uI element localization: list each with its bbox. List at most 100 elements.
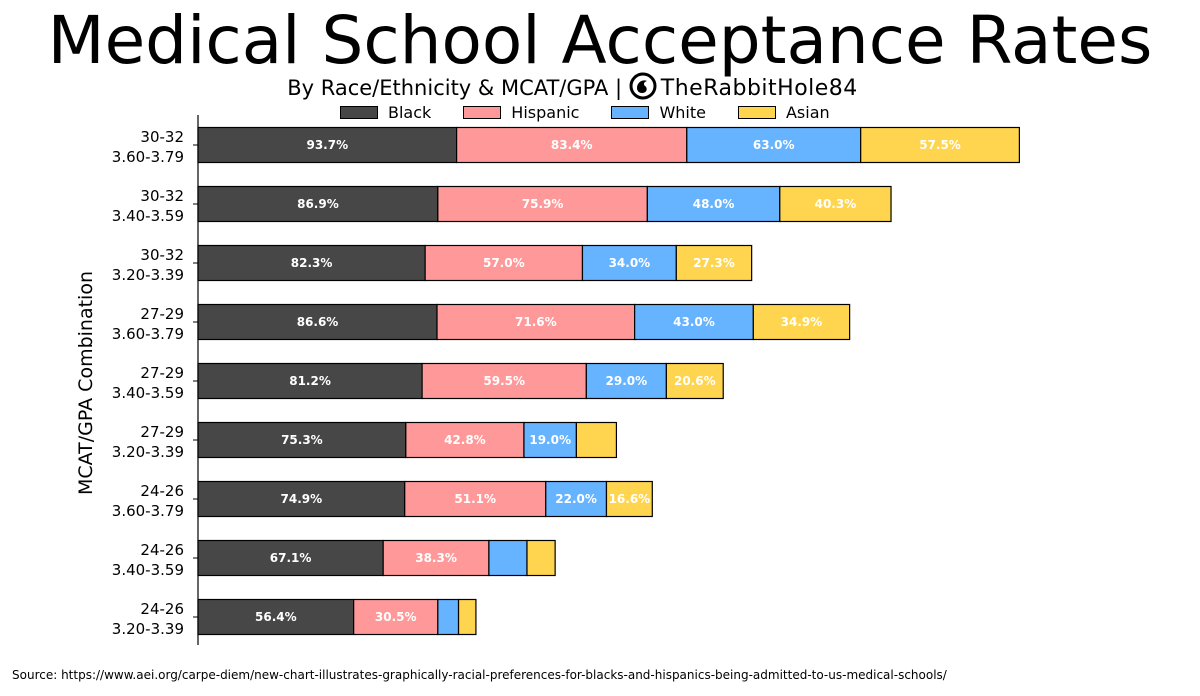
y-tick-label: 27-29 [140, 364, 184, 382]
y-tick-label: 3.40-3.59 [112, 207, 184, 225]
legend-label: Asian [785, 102, 830, 122]
bar-asian [860, 126, 1020, 164]
bar-asian [675, 244, 753, 282]
bar-hispanic [456, 126, 688, 164]
data-label: 81.2% [289, 374, 331, 388]
author-handle: TheRabbitHole84 [660, 76, 858, 101]
bar-black [197, 126, 458, 164]
legend-item-hispanic: Hispanic [463, 103, 579, 122]
y-tick-label: 27-29 [140, 305, 184, 323]
data-label: 30.5% [375, 610, 417, 624]
data-label: 74.9% [281, 492, 323, 506]
bar-asian [665, 362, 724, 400]
data-label: 20.6% [674, 374, 716, 388]
data-label: 38.3% [415, 551, 457, 565]
bar-white [545, 480, 608, 518]
data-label: 34.9% [781, 315, 823, 329]
data-label: 93.7% [306, 138, 348, 152]
legend-swatch-asian [737, 105, 776, 119]
data-label: 63.0% [753, 138, 795, 152]
data-label: 57.0% [483, 256, 525, 270]
bar-asian [605, 480, 653, 518]
legend-swatch-black [340, 105, 378, 119]
data-label: 56.4% [255, 610, 297, 624]
bar-white [646, 185, 781, 223]
bar-white [686, 126, 862, 164]
data-label: 86.9% [297, 197, 339, 211]
bar-asian [752, 303, 851, 341]
legend-swatch-hispanic [463, 105, 502, 119]
data-label: 29.0% [606, 374, 648, 388]
y-tick-label: 3.40-3.59 [112, 561, 184, 579]
y-tick-label: 3.20-3.39 [112, 443, 184, 461]
bar-hispanic [404, 480, 547, 518]
bar-asian [779, 185, 892, 223]
bar-black [197, 303, 438, 341]
data-label: 51.1% [454, 492, 496, 506]
data-label: 27.3% [693, 256, 735, 270]
bar-hispanic [424, 244, 584, 282]
bar-asian [457, 598, 477, 636]
chart-title: Medical School Acceptance Rates [47, 2, 1153, 79]
chart-plot: 30-32 3.60-3.79 93.7% 83.4% 63.0% 57.5% 30-32 3… [112, 115, 1020, 645]
bar-hispanic [437, 185, 648, 223]
y-tick-label: 30-32 [140, 187, 184, 205]
data-label: 43.0% [673, 315, 715, 329]
rabbit-logo-icon [629, 72, 657, 108]
data-label: 75.3% [281, 433, 323, 447]
data-label: 42.8% [444, 433, 486, 447]
legend-item-white: White [611, 103, 706, 122]
data-label: 40.3% [815, 197, 857, 211]
data-label: 59.5% [483, 374, 525, 388]
bar-hispanic [382, 539, 490, 577]
bar-white [581, 244, 677, 282]
chart-subtitle: By Race/Ethnicity & MCAT/GPA | [287, 76, 623, 100]
bar-black [197, 362, 423, 400]
y-tick-label: 24-26 [140, 482, 184, 500]
y-tick-label: 30-32 [140, 246, 184, 264]
y-tick-label: 24-26 [140, 600, 184, 618]
data-label: 67.1% [270, 551, 312, 565]
legend-label: Black [388, 102, 432, 122]
bar-white [488, 539, 528, 577]
bar-black [197, 244, 426, 282]
y-tick-label: 3.20-3.39 [112, 620, 184, 638]
legend-item-asian: Asian [737, 102, 830, 122]
legend-swatch-white [611, 105, 650, 119]
y-tick-label: 3.60-3.79 [112, 502, 184, 520]
data-label: 86.6% [297, 315, 339, 329]
data-label: 71.6% [515, 315, 557, 329]
legend-item-black: Black [340, 103, 431, 122]
bar-asian [526, 539, 556, 577]
bar-hispanic [436, 303, 636, 341]
bar-hispanic [405, 421, 525, 459]
subtitle-row: By Race/Ethnicity & MCAT/GPA | TheRabbit… [0, 72, 1145, 108]
y-tick-label: 3.60-3.79 [112, 148, 184, 166]
y-tick-label: 3.60-3.79 [112, 325, 184, 343]
y-tick-label: 3.20-3.39 [112, 266, 184, 284]
data-label: 83.4% [551, 138, 593, 152]
bar-white [523, 421, 577, 459]
y-tick-label: 24-26 [140, 541, 184, 559]
data-label: 22.0% [555, 492, 597, 506]
bar-white [437, 598, 460, 636]
legend-label: White [659, 102, 706, 122]
bar-hispanic [421, 362, 587, 400]
bar-white [585, 362, 667, 400]
data-label: 34.0% [609, 256, 651, 270]
y-tick-label: 27-29 [140, 423, 184, 441]
data-label: 57.5% [919, 138, 961, 152]
data-label: 16.6% [609, 492, 651, 506]
bar-black [197, 421, 407, 459]
y-tick-label: 30-32 [140, 128, 184, 146]
data-label: 75.9% [522, 197, 564, 211]
bar-black [197, 480, 406, 518]
legend: Black Hispanic White Asian [340, 101, 862, 123]
legend-label: Hispanic [511, 102, 580, 122]
data-label: 48.0% [693, 197, 735, 211]
bar-asian [575, 421, 618, 459]
source-note: Source: https://www.aei.org/carpe-diem/n… [12, 668, 947, 682]
data-label: 82.3% [291, 256, 333, 270]
data-label: 19.0% [529, 433, 571, 447]
bar-hispanic [353, 598, 439, 636]
